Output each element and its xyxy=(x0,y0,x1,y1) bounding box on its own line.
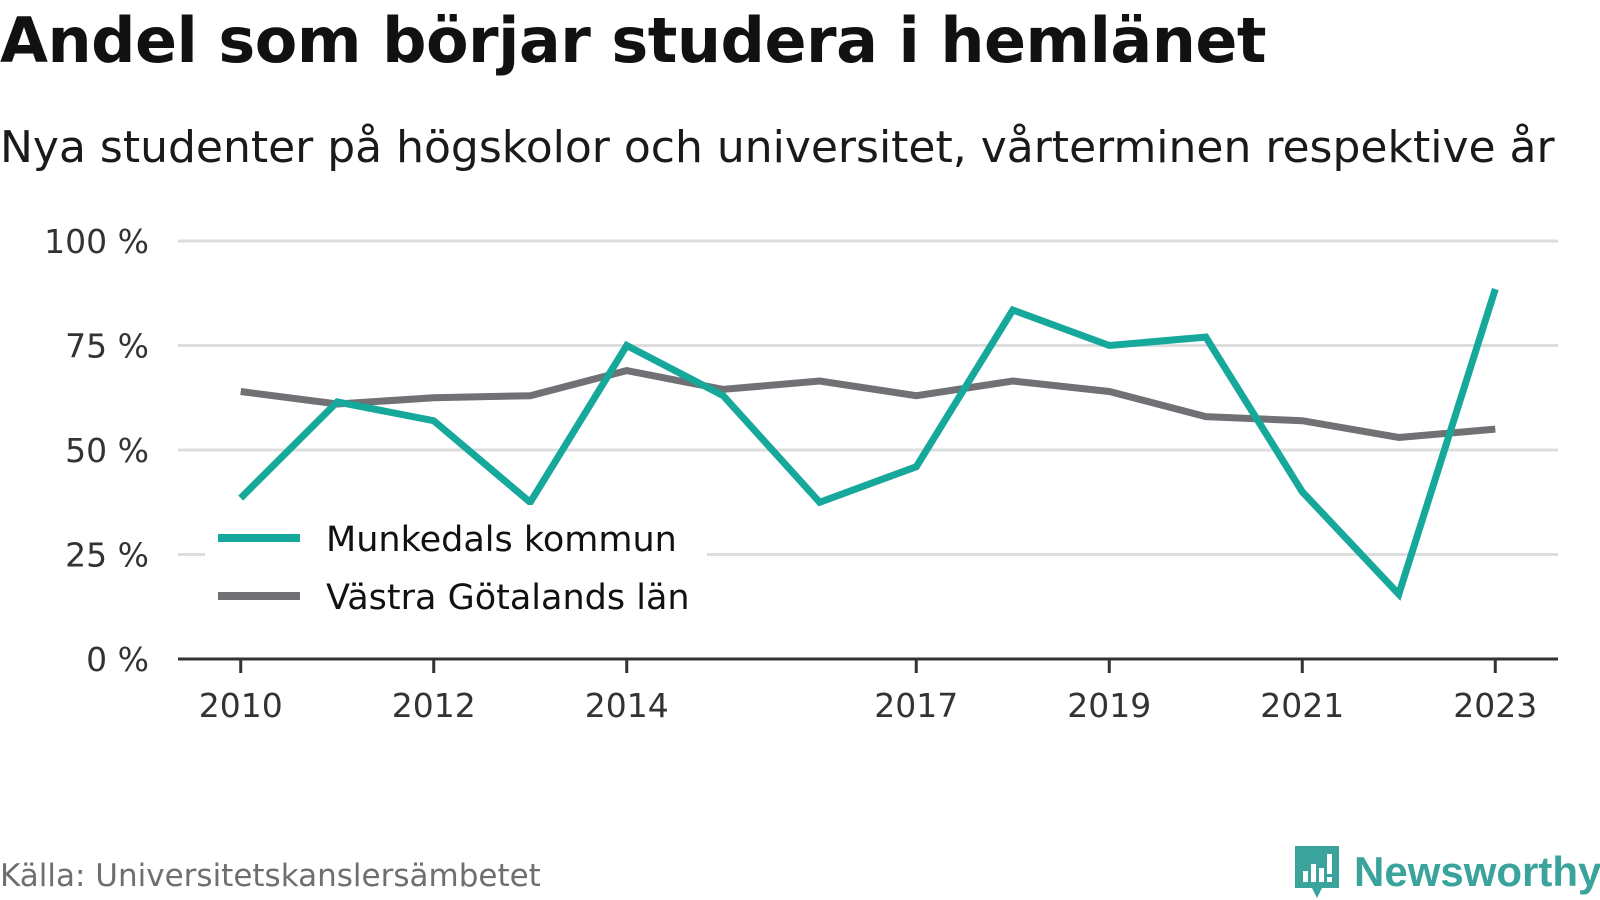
series-line-1 xyxy=(240,367,1496,442)
legend-background xyxy=(205,505,707,633)
y-tick-label: 0 % xyxy=(86,640,149,679)
line-chart: 0 %25 %50 %75 %100 % 2010 2012 2014 2017 201… xyxy=(44,222,1558,725)
chart-subtitle: Nya studenter på högskolor och universit… xyxy=(0,122,1555,173)
x-tick-label: 2017 xyxy=(874,686,958,725)
legend: Munkedals kommun Västra Götalands län xyxy=(205,505,707,633)
x-tick-label: 2012 xyxy=(392,686,476,725)
x-tick-label: 2019 xyxy=(1067,686,1151,725)
y-tick-label: 100 % xyxy=(44,222,149,261)
legend-label: Västra Götalands län xyxy=(326,578,690,618)
y-tick-label: 25 % xyxy=(65,536,149,575)
series-line-0 xyxy=(238,288,1499,601)
source-note: Källa: Universitetskanslersämbetet xyxy=(0,858,541,894)
series-lines xyxy=(238,288,1499,601)
chart-title: Andel som börjar studera i hemlänet xyxy=(0,4,1267,77)
y-tick-label: 75 % xyxy=(65,327,149,366)
x-tick-label: 2021 xyxy=(1260,686,1344,725)
newsworthy-logo-icon xyxy=(1295,846,1339,898)
x-tick-label: 2010 xyxy=(199,686,283,725)
x-tick-label: 2014 xyxy=(585,686,669,725)
y-tick-label: 50 % xyxy=(65,431,149,470)
x-tick-label: 2023 xyxy=(1453,686,1537,725)
x-axis: 2010 2012 2014 2017 2019 2021 2023 xyxy=(178,657,1558,725)
brand-logo: Newsworthy xyxy=(1292,844,1600,900)
y-axis-labels: 0 % 25 % 50 % 75 % 100 % xyxy=(44,222,149,679)
legend-label: Munkedals kommun xyxy=(326,520,677,560)
brand-name: Newsworthy xyxy=(1354,848,1600,895)
